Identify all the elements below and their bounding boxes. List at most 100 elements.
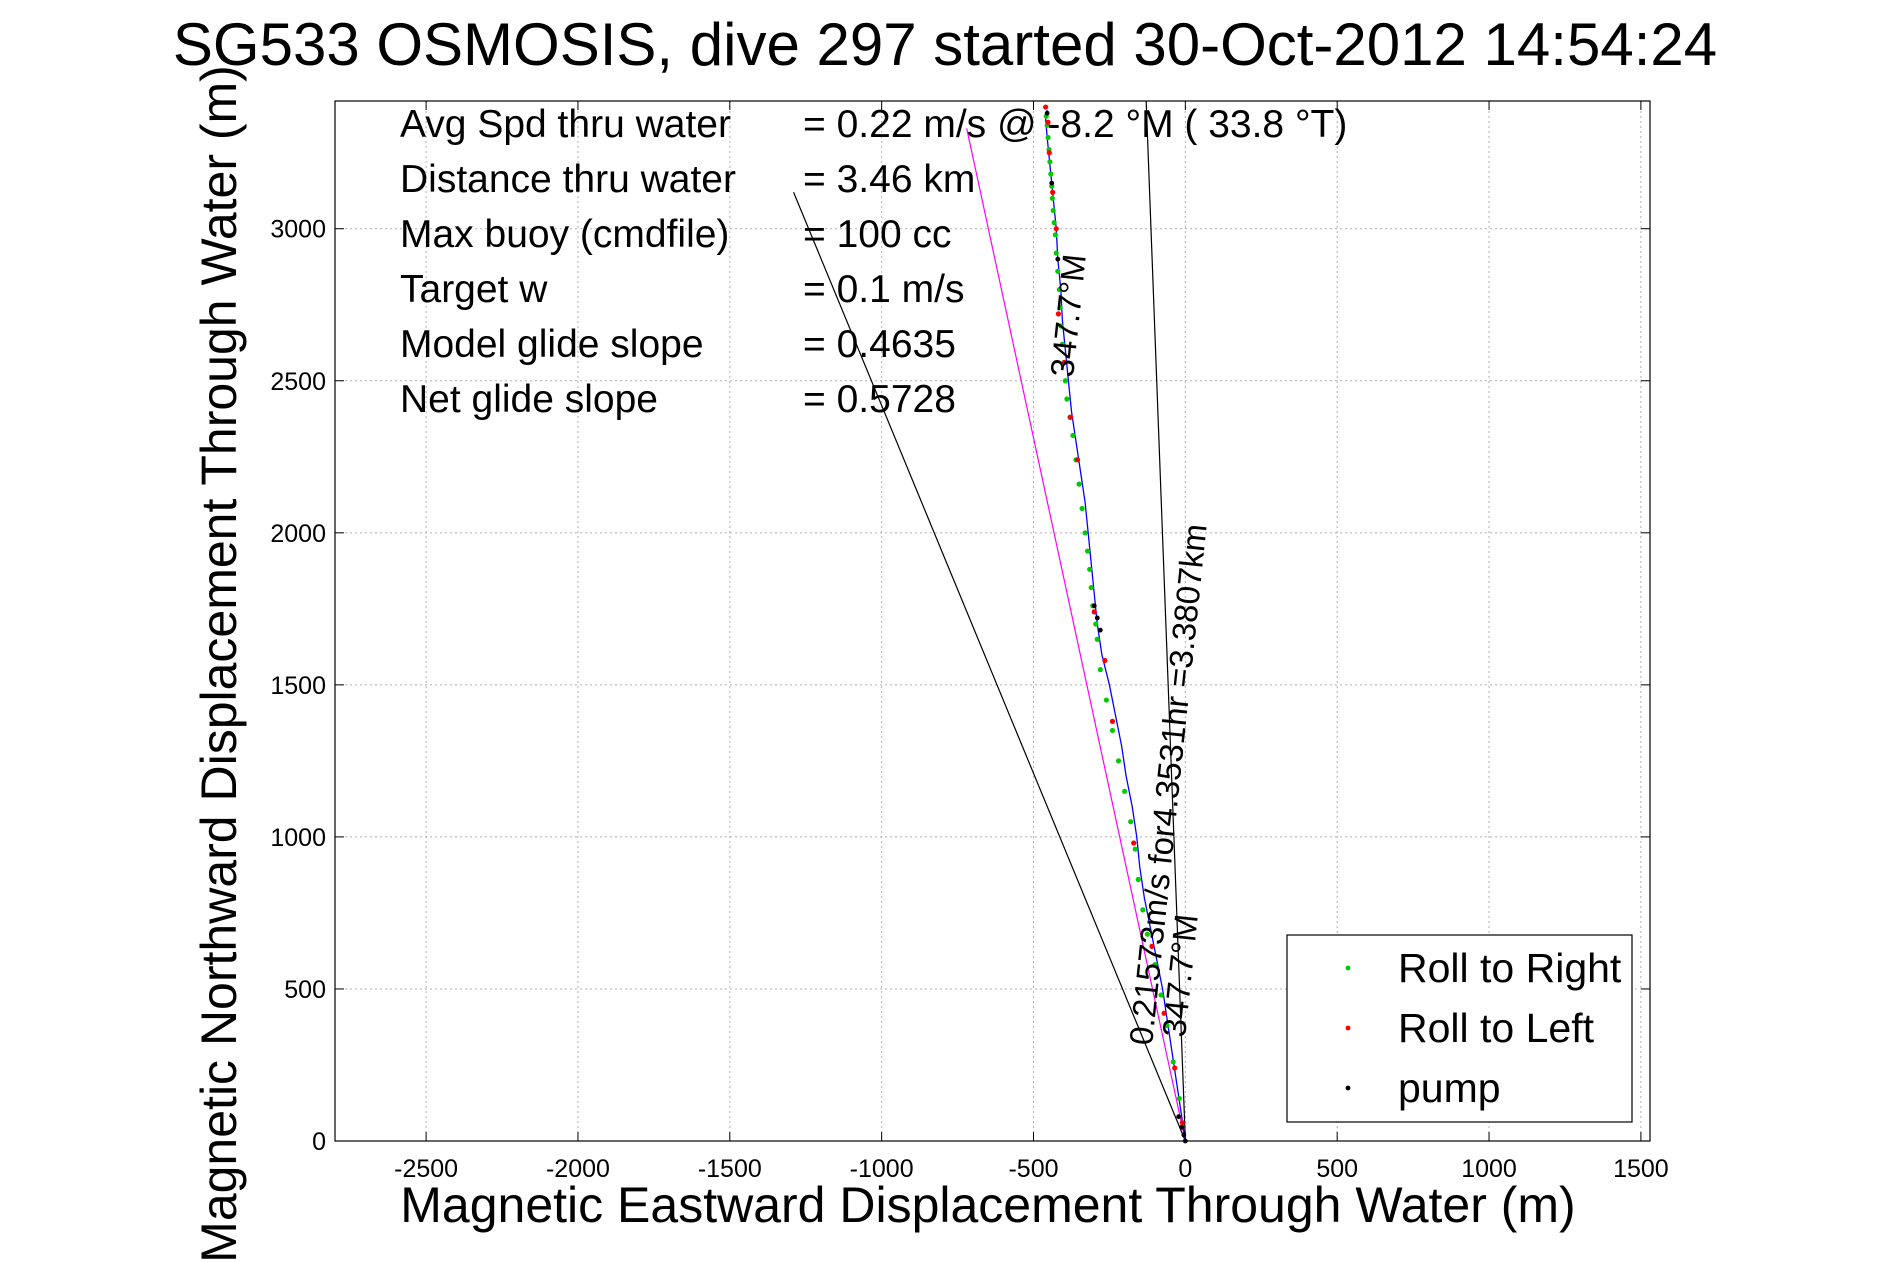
roll-left-point	[1109, 718, 1116, 724]
legend-label: Roll to Left	[1398, 1005, 1595, 1051]
stat-label: Net glide slope	[400, 378, 658, 421]
y-axis-label: Magnetic Northward Displacement Through …	[191, 65, 247, 1262]
pump-point	[1049, 180, 1055, 186]
stat-label: Target w	[400, 268, 548, 311]
roll-left-point	[1102, 657, 1108, 664]
roll-right-point	[1070, 432, 1076, 439]
legend: Roll to Right Roll to Left pump	[1286, 934, 1633, 1123]
roll-right-point	[1048, 171, 1054, 177]
x-tick-label: -2500	[394, 1155, 458, 1183]
roll-right-point	[1128, 819, 1134, 825]
roll-right-point	[1062, 378, 1068, 384]
pump-point	[1179, 1124, 1185, 1130]
roll-right-point	[1152, 962, 1158, 968]
stats-panel: Avg Spd thru water = 0.22 m/s @ -8.2 °M (…	[400, 103, 1347, 421]
pump-point	[1044, 110, 1050, 116]
roll-right-point	[1094, 636, 1100, 642]
roll-right-point	[1051, 220, 1057, 226]
roll-right-point	[1064, 396, 1070, 402]
legend-marker	[1345, 1025, 1351, 1031]
y-tick-label: 3000	[270, 216, 326, 244]
pump-point	[1094, 615, 1100, 621]
roll-right-point	[1109, 727, 1116, 734]
plot-frame	[334, 100, 1651, 1142]
stat-value: = 100 cc	[803, 213, 952, 256]
stat-value: = 0.5728	[803, 378, 956, 421]
roll-right-point	[1115, 758, 1122, 764]
roll-left-point	[1074, 457, 1081, 463]
roll-right-point	[1076, 481, 1082, 487]
roll-right-point	[1140, 907, 1146, 913]
reference-line-heading	[1145, 100, 1186, 1142]
x-tick-label: -1000	[850, 1155, 914, 1183]
y-tick-label: 1500	[270, 672, 326, 700]
stat-value: = 0.1 m/s	[803, 268, 964, 311]
legend-marker	[1345, 1085, 1351, 1091]
roll-right-point	[1093, 621, 1099, 627]
roll-right-point	[1084, 548, 1091, 554]
roll-right-point	[1059, 341, 1065, 347]
roll-left-point	[1061, 359, 1068, 366]
roll-right-point	[1058, 323, 1064, 329]
legend-label: pump	[1398, 1065, 1501, 1111]
roll-right-point	[1097, 667, 1103, 673]
stat-label: Max buoy (cmdfile)	[400, 213, 729, 256]
data-series	[1043, 104, 1188, 1144]
roll-right-point	[1144, 931, 1150, 937]
roll-right-point	[1158, 992, 1164, 998]
roll-left-point	[1161, 1010, 1167, 1016]
pump-point	[1091, 603, 1097, 609]
y-tick-label: 1000	[270, 824, 326, 852]
roll-left-point	[1091, 609, 1097, 615]
roll-right-point	[1050, 207, 1056, 214]
pump-point	[1176, 1114, 1182, 1120]
roll-left-point	[1043, 104, 1049, 110]
axis-ticks: -2500 -2000 -1500 -1000 -500 0 500 1000 1500 0 500…	[270, 101, 1669, 1183]
roll-right-point	[1132, 846, 1138, 852]
roll-right-point	[1087, 566, 1093, 572]
reference-line-bracket-wide	[793, 191, 1186, 1142]
stat-label: Model glide slope	[400, 323, 704, 366]
stat-label: Distance thru water	[400, 158, 736, 201]
stat-value: = 0.4635	[803, 323, 956, 366]
roll-right-point	[1049, 195, 1055, 201]
y-tick-label: 2500	[270, 368, 326, 396]
roll-left-point	[1046, 150, 1052, 156]
roll-left-point	[1055, 311, 1062, 317]
roll-left-point	[1131, 840, 1137, 846]
legend-marker	[1345, 965, 1351, 971]
roll-left-point	[1149, 943, 1155, 949]
roll-right-point	[1053, 250, 1059, 256]
stat-value: = 3.46 km	[803, 158, 975, 201]
pump-point	[1097, 627, 1103, 633]
y-tick-label: 500	[284, 976, 326, 1004]
roll-right-point	[1176, 1095, 1182, 1102]
roll-right-point	[1057, 305, 1063, 311]
x-tick-label: 0	[1178, 1155, 1192, 1183]
chart-title: SG533 OSMOSIS, dive 297 started 30-Oct-2…	[173, 11, 1717, 78]
roll-right-point	[1079, 505, 1085, 512]
roll-left-point	[1050, 189, 1056, 195]
stat-label: Avg Spd thru water	[400, 103, 731, 146]
x-tick-label: 500	[1316, 1155, 1358, 1183]
x-tick-label: 1000	[1461, 1155, 1517, 1183]
roll-left-point	[1067, 414, 1074, 420]
legend-box	[1286, 934, 1633, 1123]
roll-left-point	[1045, 119, 1051, 125]
roll-right-point	[1088, 584, 1094, 591]
pump-point	[1055, 256, 1061, 262]
roll-right-point	[1082, 530, 1088, 536]
roll-right-point	[1135, 876, 1141, 883]
roll-right-point	[1170, 1059, 1176, 1065]
x-tick-label: -1500	[698, 1155, 762, 1183]
roll-left-point	[1172, 1065, 1178, 1071]
y-tick-label: 2000	[270, 520, 326, 548]
x-tick-label: -500	[1008, 1155, 1058, 1183]
roll-right-point	[1103, 697, 1109, 703]
roll-left-point	[1053, 226, 1059, 232]
roll-right-point	[1052, 232, 1058, 238]
track-line	[1044, 110, 1186, 1142]
y-tick-label: 0	[312, 1128, 326, 1156]
x-axis-label: Magnetic Eastward Displacement Through W…	[400, 1177, 1575, 1233]
roll-right-point	[1047, 159, 1053, 165]
